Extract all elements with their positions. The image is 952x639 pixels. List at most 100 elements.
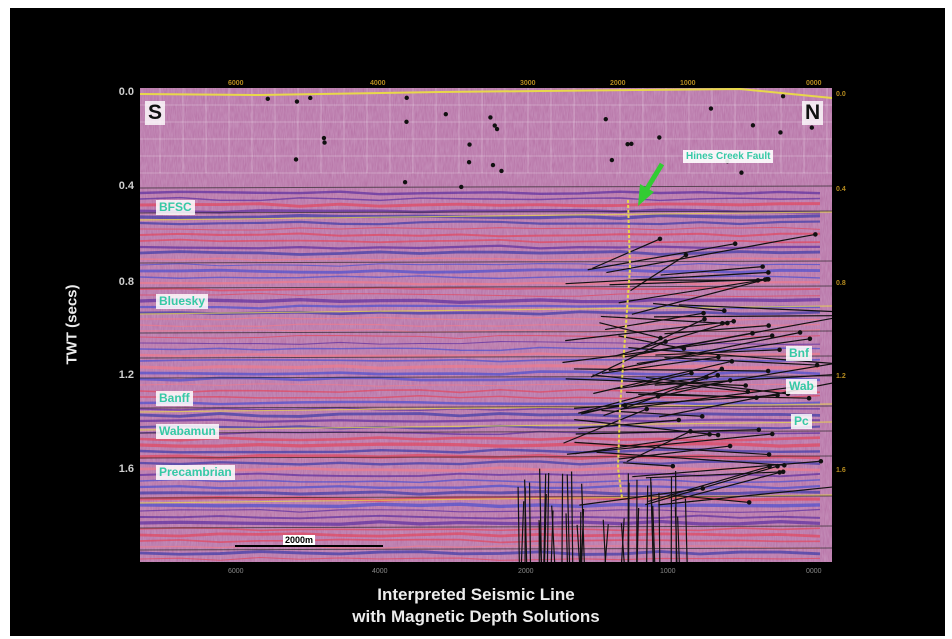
solution-dot <box>777 347 782 353</box>
reference-line <box>140 330 832 334</box>
bottom-tick: 1000 <box>660 568 676 575</box>
reflector <box>140 441 821 448</box>
reflector <box>140 364 821 370</box>
solution-arrow <box>574 433 710 455</box>
solution-arrow <box>660 266 763 276</box>
solution-dot <box>466 159 472 165</box>
solution-arrow <box>592 238 661 269</box>
solution-arrow <box>578 404 626 414</box>
reflector <box>140 244 821 250</box>
top-tick: 4000 <box>370 80 386 87</box>
solution-dot <box>769 333 775 339</box>
solution-dot <box>767 464 772 469</box>
reflector <box>140 297 821 304</box>
solution-arrow <box>664 356 818 366</box>
reflector <box>140 418 821 423</box>
reflector <box>140 550 821 556</box>
solution-dot <box>756 427 762 433</box>
solution-spike <box>658 492 661 562</box>
reflector <box>140 293 821 297</box>
solution-dot <box>780 469 786 475</box>
solution-arrow <box>638 393 810 399</box>
solution-arrow <box>653 302 725 312</box>
solution-arrow <box>587 243 736 271</box>
reflector <box>140 256 821 262</box>
solution-dot <box>622 403 628 408</box>
direction-north: N <box>802 101 824 125</box>
reflector <box>140 532 821 538</box>
reflector <box>140 448 821 454</box>
solution-arrow <box>563 408 647 444</box>
right-tick: 0.4 <box>836 186 846 193</box>
solution-dot <box>766 452 772 457</box>
top-tick: 2000 <box>610 80 626 87</box>
solution-arrow <box>618 335 684 350</box>
solution-dot <box>731 318 736 324</box>
solution-dot <box>704 375 709 380</box>
reflector <box>140 275 821 280</box>
y-tick: 1.6 <box>118 463 134 475</box>
solution-spike <box>539 468 543 562</box>
solution-dot <box>746 500 752 505</box>
solution-dot <box>494 126 500 132</box>
y-tick: 0.4 <box>118 180 134 192</box>
solution-arrow <box>632 460 821 478</box>
reflector <box>140 335 821 340</box>
horizon-pick <box>140 305 832 315</box>
solution-dot <box>813 232 818 237</box>
solution-dot <box>629 141 634 146</box>
reference-line <box>140 210 832 214</box>
solution-spike <box>565 513 568 562</box>
reflector <box>140 490 821 496</box>
reflector <box>140 304 821 310</box>
solution-arrow <box>637 318 705 351</box>
reflector <box>140 202 821 208</box>
solution-dot <box>780 94 786 99</box>
solution-dot <box>625 142 630 147</box>
solution-dot <box>689 370 694 376</box>
solution-dot <box>699 414 705 419</box>
solution-dot <box>750 123 756 128</box>
seismic-traces <box>140 88 832 562</box>
top-tick: 1000 <box>680 80 696 87</box>
solution-dot <box>716 354 721 360</box>
solution-spike <box>543 473 547 562</box>
reference-line <box>140 285 832 289</box>
solution-dot <box>797 330 803 335</box>
solution-arrow <box>645 471 784 479</box>
solution-arrow <box>613 376 707 390</box>
reference-line <box>140 547 832 551</box>
reference-line <box>140 260 832 264</box>
solution-dot <box>755 278 761 283</box>
solution-arrow <box>618 445 731 460</box>
solution-dot <box>766 270 771 275</box>
top-tick: 6000 <box>228 80 244 87</box>
reflector <box>140 466 821 472</box>
horizon-label-bluesky: Bluesky <box>156 294 209 309</box>
reference-line <box>140 455 832 459</box>
horizon-label-wabamun: Wabamun <box>156 424 219 439</box>
reference-line <box>140 525 832 529</box>
solution-arrow <box>592 374 748 393</box>
solution-dot <box>727 443 733 449</box>
horizon-pick <box>140 421 832 431</box>
solution-arrow <box>645 376 788 395</box>
solution-arrow <box>606 233 816 274</box>
reflector <box>140 352 821 358</box>
solution-spike <box>604 524 609 562</box>
reflector <box>140 196 821 202</box>
solution-arrow <box>578 419 679 430</box>
reflector <box>140 250 821 256</box>
right-tick: 0.8 <box>836 280 846 287</box>
reflector <box>140 400 821 406</box>
fault-arrow-head <box>638 184 654 206</box>
reflector <box>140 460 821 466</box>
solution-arrow <box>623 462 673 467</box>
solution-dot <box>721 308 727 314</box>
reflector <box>140 370 821 376</box>
solution-arrow <box>600 315 723 324</box>
solution-dot <box>719 366 725 372</box>
solution-dot <box>676 417 682 423</box>
solution-dot <box>644 406 649 412</box>
solution-spike <box>566 474 571 562</box>
